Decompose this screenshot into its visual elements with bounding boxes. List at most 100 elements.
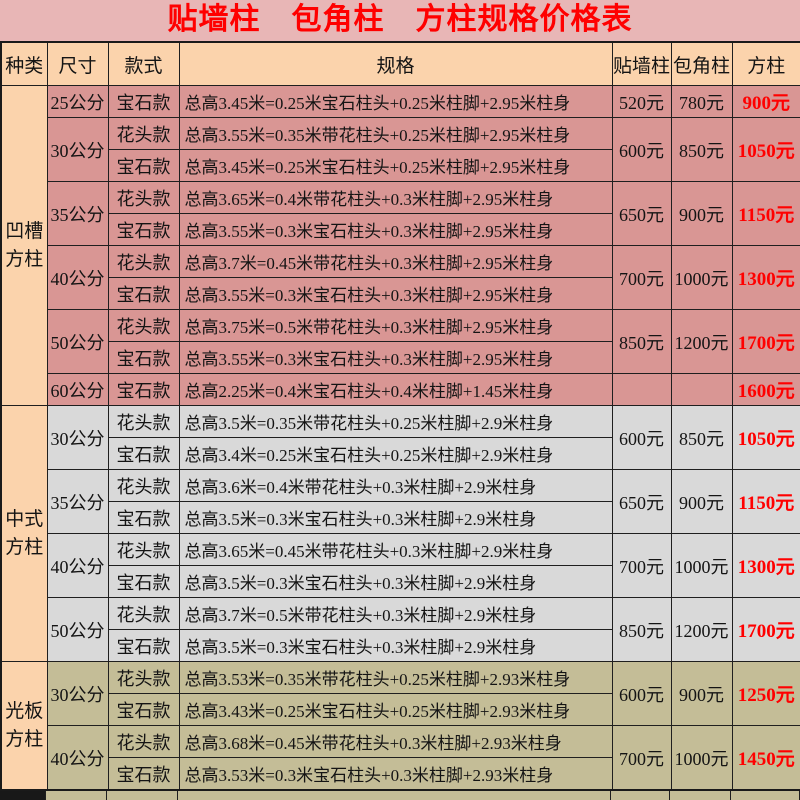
table-row: 宝石款 总高3.53米=0.3米宝石柱头+0.3米柱脚+2.93米柱身 <box>1 757 800 791</box>
corner-price-cell: 850元 <box>670 117 733 182</box>
corner-price-cell: 900元 <box>670 469 733 534</box>
table-row: 60公分 宝石款 总高2.25米=0.4米宝石柱头+0.4米柱脚+1.45米柱身 16… <box>1 373 800 406</box>
wall-price-cell: 600元 <box>611 405 672 470</box>
table-row: 宝石款 总高3.5米=0.3米宝石柱头+0.3米柱脚+2.9米柱身 <box>1 629 800 662</box>
style-cell: 花头款 <box>107 725 180 758</box>
table-row: 宝石款 总高3.4米=0.25米宝石柱头+0.25米柱脚+2.9米柱身 <box>1 437 800 470</box>
wall-price-cell: 650元 <box>611 469 672 534</box>
spec-cell: 总高3.53米=0.3米宝石柱头+0.3米柱脚+2.93米柱身 <box>178 757 613 791</box>
wall-price-cell: 520元 <box>611 85 672 118</box>
size-cell: 35公分 <box>46 181 109 246</box>
price-table: 种类 尺寸 款式 规格 贴墙柱 包角柱 方柱 凹槽方柱 25公分 宝石款 总高3.45米=0.25… <box>0 41 800 791</box>
table-row: 宝石款 总高3.45米=0.25米宝石柱头+0.25米柱脚+2.95米柱身 <box>1 149 800 182</box>
spec-cell: 总高3.45米=0.25米宝石柱头+0.25米柱脚+2.95米柱身 <box>178 85 613 118</box>
style-cell: 宝石款 <box>107 501 180 534</box>
style-cell: 宝石款 <box>107 757 180 791</box>
size-cell: 40公分 <box>46 245 109 310</box>
spec-cell: 总高3.43米=0.25米宝石柱头+0.25米柱脚+2.93米柱身 <box>178 693 613 726</box>
column-header-5: 包角柱 <box>670 41 733 86</box>
spec-cell: 总高3.4米=0.25米宝石柱头+0.25米柱脚+2.9米柱身 <box>178 437 613 470</box>
spec-cell: 总高3.6米=0.4米带花柱头+0.3米柱脚+2.9米柱身 <box>178 469 613 502</box>
spec-cell: 总高3.5米=0.3米宝石柱头+0.3米柱脚+2.9米柱身 <box>178 629 613 662</box>
column-header-0: 种类 <box>0 41 48 86</box>
square-price-cell: 1250元 <box>731 661 800 726</box>
style-cell: 宝石款 <box>107 629 180 662</box>
square-price-cell: 1050元 <box>731 117 800 182</box>
table-row: 凹槽方柱 25公分 宝石款 总高3.45米=0.25米宝石柱头+0.25米柱脚+2.9… <box>0 85 800 406</box>
wall-price-cell: 600元 <box>611 661 672 726</box>
square-price-cell: 1600元 <box>731 373 800 406</box>
cropped-cell <box>611 791 670 800</box>
kind-cell: 中式方柱 <box>0 405 48 662</box>
table-row: 40公分 花头款 总高3.7米=0.45米带花柱头+0.3米柱脚+2.95米柱身 70… <box>1 245 800 310</box>
style-cell: 宝石款 <box>107 437 180 470</box>
wall-price-cell <box>611 373 672 406</box>
table-row: 35公分 花头款 总高3.6米=0.4米带花柱头+0.3米柱脚+2.9米柱身 650元… <box>1 469 800 534</box>
size-cell: 50公分 <box>46 309 109 374</box>
corner-price-cell: 1200元 <box>670 309 733 374</box>
column-header-1: 尺寸 <box>46 41 109 86</box>
size-cell: 30公分 <box>46 405 109 470</box>
spec-cell: 总高3.75米=0.5米带花柱头+0.3米柱脚+2.95米柱身 <box>178 309 613 342</box>
cropped-cell <box>731 791 800 800</box>
wall-price-cell: 700元 <box>611 245 672 310</box>
spec-cell: 总高2.25米=0.4米宝石柱头+0.4米柱脚+1.45米柱身 <box>178 373 613 406</box>
style-cell: 宝石款 <box>107 341 180 374</box>
column-header-6: 方柱 <box>731 41 800 86</box>
square-price-cell: 1300元 <box>731 245 800 310</box>
spec-cell: 总高3.55米=0.3米宝石柱头+0.3米柱脚+2.95米柱身 <box>178 341 613 374</box>
square-price-cell: 1150元 <box>731 469 800 534</box>
style-cell: 花头款 <box>107 469 180 502</box>
table-row: 宝石款 总高3.55米=0.3米宝石柱头+0.3米柱脚+2.95米柱身 <box>1 277 800 310</box>
square-price-cell: 1450元 <box>731 725 800 791</box>
table-row: 30公分 花头款 总高3.55米=0.35米带花柱头+0.25米柱脚+2.95米柱身… <box>1 117 800 182</box>
wall-price-cell: 850元 <box>611 597 672 662</box>
spec-cell: 总高3.5米=0.35米带花柱头+0.25米柱脚+2.9米柱身 <box>178 405 613 438</box>
spec-cell: 总高3.45米=0.25米宝石柱头+0.25米柱脚+2.95米柱身 <box>178 149 613 182</box>
table-row: 宝石款 总高3.55米=0.3米宝石柱头+0.3米柱脚+2.95米柱身 <box>1 213 800 246</box>
style-cell: 花头款 <box>107 661 180 694</box>
cropped-cell <box>178 791 611 800</box>
kind-cell: 光板方柱 <box>0 661 48 791</box>
size-cell: 40公分 <box>46 533 109 598</box>
spec-cell: 总高3.5米=0.3米宝石柱头+0.3米柱脚+2.9米柱身 <box>178 565 613 598</box>
table-row: 光板方柱 30公分 花头款 总高3.53米=0.35米带花柱头+0.25米柱脚+2.9… <box>0 661 800 791</box>
size-cell: 60公分 <box>46 373 109 406</box>
corner-price-cell: 900元 <box>670 661 733 726</box>
spec-cell: 总高3.5米=0.3米宝石柱头+0.3米柱脚+2.9米柱身 <box>178 501 613 534</box>
style-cell: 花头款 <box>107 405 180 438</box>
style-cell: 花头款 <box>107 533 180 566</box>
table-row: 宝石款 总高3.5米=0.3米宝石柱头+0.3米柱脚+2.9米柱身 <box>1 565 800 598</box>
spec-cell: 总高3.65米=0.4米带花柱头+0.3米柱脚+2.95米柱身 <box>178 181 613 214</box>
column-header-4: 贴墙柱 <box>611 41 672 86</box>
size-cell: 30公分 <box>46 661 109 726</box>
table-row: 中式方柱 30公分 花头款 总高3.5米=0.35米带花柱头+0.25米柱脚+2.9米… <box>0 405 800 662</box>
square-price-cell: 1150元 <box>731 181 800 246</box>
style-cell: 宝石款 <box>107 149 180 182</box>
spec-cell: 总高3.7米=0.5米带花柱头+0.3米柱脚+2.9米柱身 <box>178 597 613 630</box>
size-cell: 30公分 <box>46 117 109 182</box>
corner-price-cell: 1000元 <box>670 725 733 791</box>
square-price-cell: 900元 <box>731 85 800 118</box>
table-row: 40公分 花头款 总高3.65米=0.45米带花柱头+0.3米柱脚+2.9米柱身 70… <box>1 533 800 598</box>
corner-price-cell: 1000元 <box>670 533 733 598</box>
wall-price-cell: 650元 <box>611 181 672 246</box>
size-cell: 25公分 <box>46 85 109 118</box>
style-cell: 宝石款 <box>107 565 180 598</box>
style-cell: 宝石款 <box>107 213 180 246</box>
cropped-cell <box>670 791 731 800</box>
header-row: 种类 尺寸 款式 规格 贴墙柱 包角柱 方柱 <box>0 41 800 86</box>
table-row: 50公分 花头款 总高3.7米=0.5米带花柱头+0.3米柱脚+2.9米柱身 850元… <box>1 597 800 662</box>
column-header-3: 规格 <box>178 41 613 86</box>
size-cell: 35公分 <box>46 469 109 534</box>
page-title: 贴墙柱 包角柱 方柱规格价格表 <box>0 0 800 41</box>
cropped-next-row <box>0 791 800 800</box>
cropped-cell <box>46 791 107 800</box>
square-price-cell: 1300元 <box>731 533 800 598</box>
style-cell: 宝石款 <box>107 277 180 310</box>
style-cell: 宝石款 <box>107 693 180 726</box>
corner-price-cell: 780元 <box>670 85 733 118</box>
style-cell: 花头款 <box>107 309 180 342</box>
style-cell: 花头款 <box>107 245 180 278</box>
spec-cell: 总高3.65米=0.45米带花柱头+0.3米柱脚+2.9米柱身 <box>178 533 613 566</box>
